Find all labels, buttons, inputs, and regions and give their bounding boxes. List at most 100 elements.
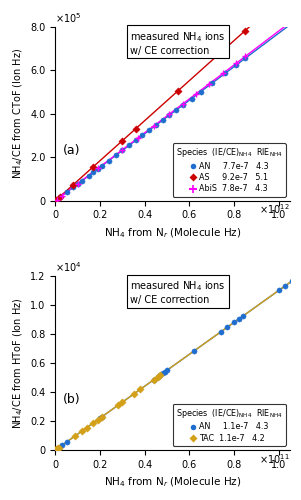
Point xyxy=(218,328,223,336)
Text: ×10$^{11}$: ×10$^{11}$ xyxy=(259,452,290,466)
Point xyxy=(194,90,198,98)
Point xyxy=(176,86,181,94)
Point xyxy=(180,101,185,109)
Point xyxy=(174,106,178,114)
Point xyxy=(220,70,225,78)
Point xyxy=(225,323,230,331)
Point xyxy=(91,419,96,427)
Point xyxy=(243,52,248,60)
Point xyxy=(189,94,194,102)
Point xyxy=(131,390,136,398)
Text: (b): (b) xyxy=(62,393,80,406)
Point xyxy=(283,282,288,290)
Point xyxy=(80,176,85,184)
Point xyxy=(276,286,281,294)
Point xyxy=(127,142,132,150)
Text: (a): (a) xyxy=(62,144,80,156)
Point xyxy=(234,60,239,68)
Point xyxy=(138,386,143,394)
Point xyxy=(140,132,145,140)
Point xyxy=(147,126,152,134)
Y-axis label: NH$_4$/CE from HToF (Ion Hz): NH$_4$/CE from HToF (Ion Hz) xyxy=(11,297,25,429)
Point xyxy=(209,80,214,88)
Point xyxy=(120,146,125,154)
Point xyxy=(57,194,62,202)
Point xyxy=(71,184,76,192)
Point xyxy=(223,70,228,78)
Point xyxy=(135,134,140,142)
Point xyxy=(156,372,160,380)
Point xyxy=(54,445,59,453)
Point xyxy=(84,424,89,432)
Point xyxy=(167,110,172,118)
Point xyxy=(100,412,105,420)
Point xyxy=(156,372,160,380)
Point xyxy=(290,277,295,285)
Point xyxy=(158,371,163,379)
Point xyxy=(180,100,185,108)
Point xyxy=(95,165,100,173)
Point xyxy=(198,88,203,96)
Point xyxy=(160,370,165,378)
Text: measured NH$_4$ ions
w/ CE correction: measured NH$_4$ ions w/ CE correction xyxy=(130,30,226,56)
Point xyxy=(151,376,156,384)
Legend: AN     7.7e-7   4.3, AS     9.2e-7   5.1, AbiS  7.8e-7   4.3: AN 7.7e-7 4.3, AS 9.2e-7 5.1, AbiS 7.8e-… xyxy=(173,143,286,197)
Point xyxy=(163,368,167,376)
Point xyxy=(54,196,59,203)
Point xyxy=(158,371,163,379)
Point xyxy=(120,146,125,154)
Point xyxy=(54,196,59,203)
Legend: AN     1.1e-7   4.3, TAC  1.1e-7   4.2: AN 1.1e-7 4.3, TAC 1.1e-7 4.2 xyxy=(173,404,286,446)
Point xyxy=(243,54,248,62)
Point xyxy=(75,180,80,188)
Point xyxy=(120,136,125,144)
Point xyxy=(154,122,158,130)
Point xyxy=(116,402,120,409)
Point xyxy=(294,274,299,281)
Point xyxy=(133,124,138,132)
Text: measured NH$_4$ ions
w/ CE correction: measured NH$_4$ ions w/ CE correction xyxy=(130,280,226,305)
Point xyxy=(64,438,69,446)
Point xyxy=(160,116,165,124)
Point xyxy=(151,122,156,130)
Point xyxy=(167,112,172,120)
Point xyxy=(86,172,91,179)
Point xyxy=(100,162,105,170)
Point xyxy=(120,398,125,406)
Point xyxy=(56,444,61,452)
Point xyxy=(91,168,96,176)
Point xyxy=(91,162,96,170)
Point xyxy=(234,61,239,69)
Text: ×10$^5$: ×10$^5$ xyxy=(55,11,82,25)
Point xyxy=(151,376,156,384)
Point xyxy=(55,444,60,452)
Point xyxy=(71,180,76,188)
Point xyxy=(113,152,118,160)
Point xyxy=(57,192,62,200)
Point xyxy=(240,312,245,320)
Point xyxy=(60,192,64,200)
Text: ×10$^{12}$: ×10$^{12}$ xyxy=(259,202,290,216)
Point xyxy=(107,156,111,164)
Point xyxy=(191,347,196,355)
Y-axis label: NH$_4$/CE from CToF (Ion Hz): NH$_4$/CE from CToF (Ion Hz) xyxy=(11,48,25,179)
Point xyxy=(165,366,169,374)
Point xyxy=(73,432,78,440)
Point xyxy=(243,26,248,34)
Point xyxy=(95,416,100,424)
Point xyxy=(54,445,59,453)
Point xyxy=(232,318,237,326)
Point xyxy=(80,427,85,435)
Point xyxy=(55,444,60,452)
X-axis label: NH$_4$ from N$_r$ (Molecule Hz): NH$_4$ from N$_r$ (Molecule Hz) xyxy=(104,226,241,239)
X-axis label: NH$_4$ from N$_r$ (Molecule Hz): NH$_4$ from N$_r$ (Molecule Hz) xyxy=(104,476,241,489)
Point xyxy=(95,164,100,172)
Point xyxy=(64,188,69,196)
Point xyxy=(60,441,64,449)
Text: ×10$^4$: ×10$^4$ xyxy=(55,260,82,274)
Point xyxy=(236,315,241,323)
Point xyxy=(133,136,138,144)
Point xyxy=(100,412,105,420)
Point xyxy=(75,180,80,188)
Point xyxy=(98,414,102,422)
